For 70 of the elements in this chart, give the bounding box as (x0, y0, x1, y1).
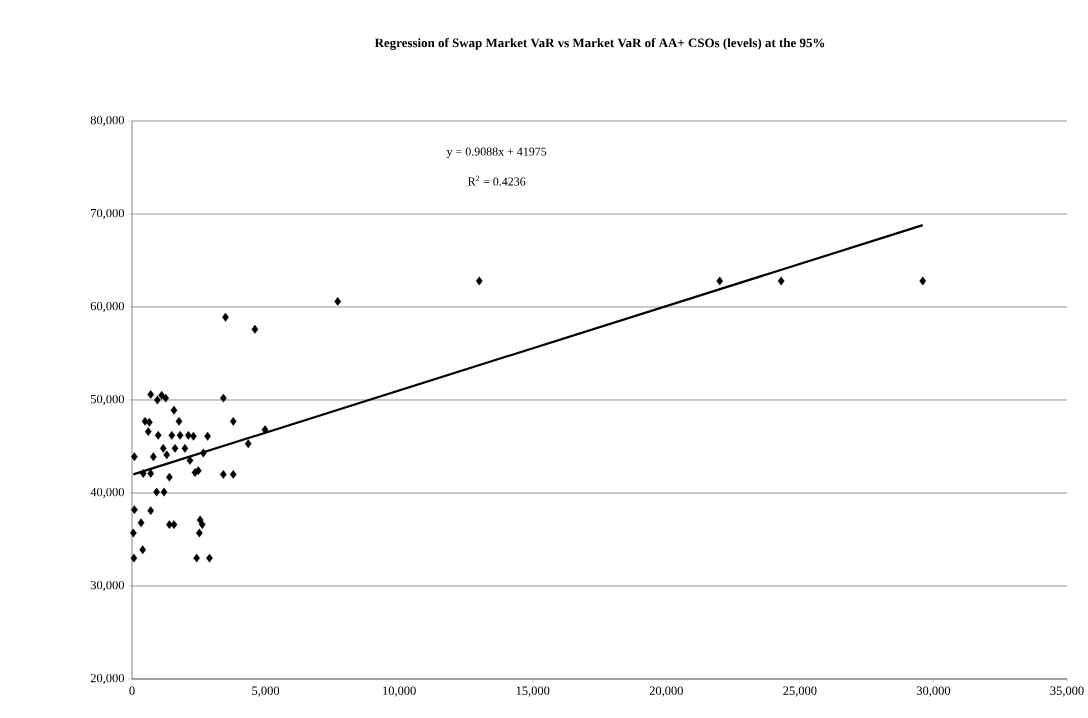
point (154, 395, 161, 405)
point (200, 448, 207, 458)
point (162, 393, 170, 403)
point (220, 393, 227, 403)
point (147, 469, 155, 478)
point (159, 443, 167, 453)
point (198, 520, 206, 529)
point (130, 528, 137, 538)
point (919, 276, 927, 286)
point (176, 430, 184, 440)
point (163, 450, 171, 460)
y-tick-label: 60,000 (90, 301, 125, 313)
point (229, 470, 237, 479)
point (777, 276, 785, 286)
point (139, 469, 147, 478)
point (206, 553, 213, 563)
x-tick-label: 20,000 (649, 686, 683, 697)
point (185, 430, 192, 440)
point (220, 470, 227, 479)
x-tick-label: 35,000 (1050, 686, 1084, 697)
y-tick-label: 40,000 (90, 487, 125, 499)
point (334, 297, 342, 306)
point (168, 430, 176, 440)
y-tick-label: 80,000 (90, 115, 125, 127)
point (147, 506, 155, 516)
point (166, 472, 173, 482)
point (150, 452, 157, 462)
point (141, 416, 149, 426)
point (130, 553, 138, 563)
y-tick-label: 20,000 (90, 673, 125, 685)
point (186, 456, 194, 465)
point (137, 518, 145, 528)
point (244, 439, 252, 449)
point (144, 427, 152, 436)
point (160, 487, 168, 497)
annotation: R$^{2}$ = 0.4236 (467, 175, 526, 186)
point (261, 425, 269, 435)
point (204, 431, 211, 441)
point (475, 276, 483, 286)
point (170, 520, 178, 529)
point (154, 430, 162, 440)
y-tick-label: 50,000 (90, 394, 125, 406)
point (222, 312, 229, 322)
point (146, 417, 153, 427)
point (131, 505, 138, 515)
point (170, 405, 178, 415)
chart-title: Regression of Swap Market VaR vs Market VaR of AA+ CSOs (levels) at the 95% (374, 37, 825, 50)
point (251, 324, 259, 334)
point (175, 416, 183, 426)
y-tick-label: 30,000 (90, 580, 125, 592)
point (131, 452, 138, 462)
y-tick-label: 70,000 (91, 208, 125, 220)
point (229, 416, 237, 426)
x-tick-label: 5,000 (252, 686, 280, 697)
point (171, 443, 179, 453)
point (716, 276, 724, 286)
point (139, 545, 147, 555)
point (153, 487, 160, 497)
point (193, 553, 200, 563)
x-tick-label: 10,000 (383, 686, 416, 697)
x-tick-label: 0 (129, 686, 135, 695)
annotation: y = 0.9088x + 41975 (446, 147, 547, 159)
x-tick-label: 15,000 (516, 686, 550, 697)
point (181, 443, 189, 453)
x-tick-label: 25,000 (783, 686, 817, 697)
point (190, 431, 197, 441)
point (194, 466, 202, 476)
point (195, 528, 203, 538)
x-tick-label: 30,000 (916, 686, 951, 697)
point (147, 390, 155, 399)
